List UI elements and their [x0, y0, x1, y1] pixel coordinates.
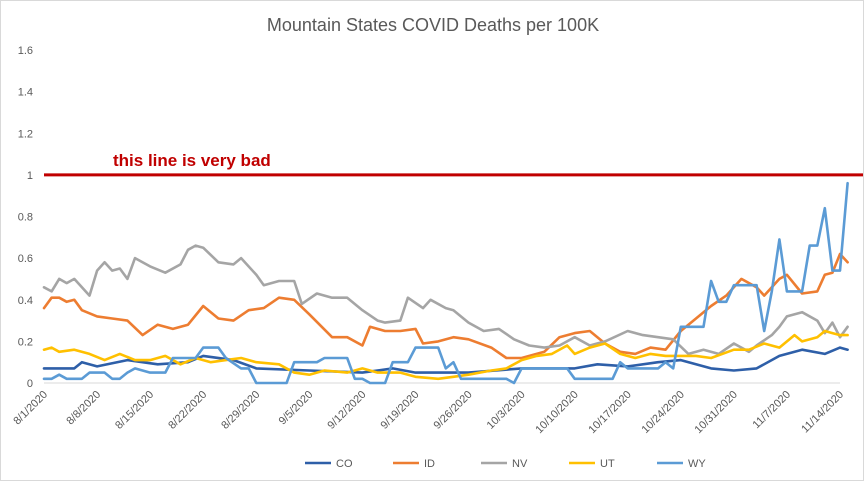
series-line-nv — [42, 244, 849, 356]
legend-label-co: CO — [336, 458, 353, 470]
series-ut — [42, 329, 849, 381]
reference-line-label: this line is very bad — [113, 151, 271, 170]
x-tick-label: 10/3/2020 — [485, 389, 528, 432]
x-tick-label: 9/12/2020 — [325, 389, 368, 432]
y-axis: 0 0.2 0.4 0.6 0.8 1 1.2 1.4 1.6 — [18, 45, 33, 390]
series-co — [42, 346, 849, 374]
y-tick-label: 0.4 — [18, 295, 33, 307]
legend-label-ut: UT — [600, 458, 615, 470]
x-tick-label: 8/29/2020 — [219, 389, 262, 432]
x-tick-label: 8/15/2020 — [113, 389, 156, 432]
y-tick-label: 1.6 — [18, 45, 33, 57]
x-tick-label: 8/22/2020 — [166, 389, 209, 432]
x-tick-label: 8/8/2020 — [64, 389, 103, 428]
series-line-ut — [42, 329, 849, 381]
x-tick-label: 10/24/2020 — [640, 389, 687, 436]
x-tick-label: 9/5/2020 — [277, 389, 316, 428]
legend-label-wy: WY — [688, 458, 706, 470]
series-nv — [42, 244, 849, 356]
x-tick-label: 9/26/2020 — [432, 389, 475, 432]
reference-line-group: this line is very bad — [44, 151, 863, 177]
y-tick-label: 1.2 — [18, 128, 33, 140]
series-id — [42, 252, 849, 360]
series-line-co — [42, 346, 849, 374]
legend: CO ID NV UT WY — [305, 458, 706, 470]
y-tick-label: 1.4 — [18, 87, 33, 99]
x-tick-label: 10/17/2020 — [586, 389, 633, 436]
series-layer — [42, 181, 849, 385]
series-wy — [42, 181, 849, 385]
y-tick-label: 0.2 — [18, 336, 33, 348]
legend-label-nv: NV — [512, 458, 528, 470]
legend-label-id: ID — [424, 458, 435, 470]
x-tick-label: 11/14/2020 — [799, 389, 846, 436]
x-axis: 8/1/2020 8/8/2020 8/15/2020 8/22/2020 8/29/2… — [11, 382, 846, 436]
x-tick-label: 11/7/2020 — [751, 389, 794, 432]
series-line-wy — [42, 181, 849, 385]
y-tick-label: 0 — [27, 378, 33, 390]
x-tick-label: 10/31/2020 — [693, 389, 740, 436]
chart-title: Mountain States COVID Deaths per 100K — [267, 15, 599, 35]
y-tick-label: 0.8 — [18, 212, 33, 224]
x-tick-label: 8/1/2020 — [11, 389, 50, 428]
y-tick-label: 0.6 — [18, 253, 33, 265]
x-tick-label: 9/19/2020 — [378, 389, 421, 432]
series-line-id — [42, 252, 849, 360]
x-tick-label: 10/10/2020 — [533, 389, 580, 436]
y-tick-label: 1 — [27, 170, 33, 182]
